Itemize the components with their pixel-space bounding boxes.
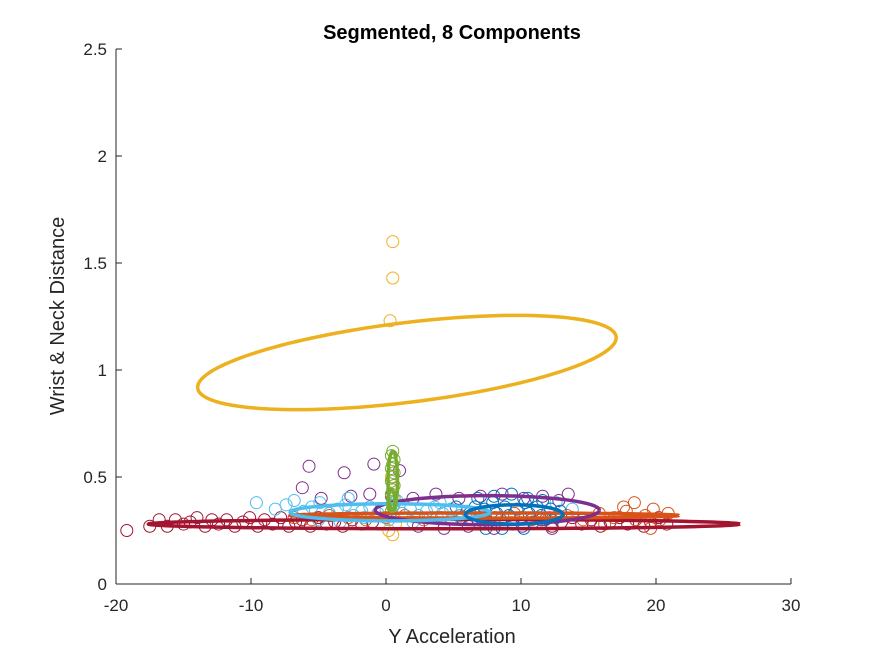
x-tick-label: 20 xyxy=(647,596,666,615)
y-tick-label: 1 xyxy=(98,361,107,380)
scatter-point xyxy=(337,466,351,480)
scatter-point xyxy=(279,498,293,512)
scatter-point xyxy=(190,511,204,525)
y-tick-label: 0 xyxy=(98,575,107,594)
component-ellipse xyxy=(463,503,565,526)
y-tick-label: 2.5 xyxy=(83,40,107,59)
scatter-point xyxy=(471,491,485,505)
scatter-point xyxy=(363,487,377,501)
scatter-point xyxy=(627,496,641,510)
scatter-point xyxy=(243,511,257,525)
scatter-point xyxy=(295,481,309,495)
component-ellipse xyxy=(195,313,618,412)
scatter-point xyxy=(341,491,355,505)
ellipse-layer xyxy=(146,313,742,531)
chart-title: Segmented, 8 Components xyxy=(323,22,581,44)
x-tick-label: -10 xyxy=(239,596,264,615)
scatter-point xyxy=(120,524,134,537)
scatter-point xyxy=(565,502,579,516)
scatter-point xyxy=(386,271,400,285)
component-ellipse xyxy=(386,488,397,513)
scatter-point xyxy=(429,487,443,501)
scatter-point xyxy=(617,500,631,514)
y-tick-label: 2 xyxy=(98,147,107,166)
scatter-point xyxy=(287,494,301,508)
scatter-point xyxy=(282,519,296,533)
scatter-point xyxy=(268,502,282,516)
scatter-point xyxy=(386,235,400,249)
scatter-point xyxy=(302,459,316,473)
scatter-point xyxy=(452,491,466,505)
component-ellipse xyxy=(288,502,492,523)
x-tick-label: -20 xyxy=(104,596,129,615)
scatter-point xyxy=(313,496,327,510)
y-tick-label: 0.5 xyxy=(83,468,107,487)
y-tick-label: 1.5 xyxy=(83,254,107,273)
scatter-point xyxy=(502,509,516,523)
x-tick-label: 30 xyxy=(782,596,801,615)
scatter-point xyxy=(367,457,381,471)
x-axis-label: Y Acceleration xyxy=(388,626,516,648)
axes: -20 -10 0 10 20 30 0 0.5 1 1.5 2 2.5 xyxy=(83,40,800,615)
x-tick-label: 10 xyxy=(512,596,531,615)
scatter-point xyxy=(249,496,263,510)
scatter-point xyxy=(384,449,398,463)
scatter-point xyxy=(266,517,280,531)
y-axis-label: Wrist & Neck Distance xyxy=(47,217,69,416)
scatter-point xyxy=(177,517,190,531)
scatter-point xyxy=(212,517,226,531)
scatter-point xyxy=(444,502,458,516)
scatter-point xyxy=(344,489,358,503)
component-ellipse xyxy=(146,517,742,531)
scatter-point xyxy=(383,314,397,328)
x-tick-label: 0 xyxy=(381,596,390,615)
